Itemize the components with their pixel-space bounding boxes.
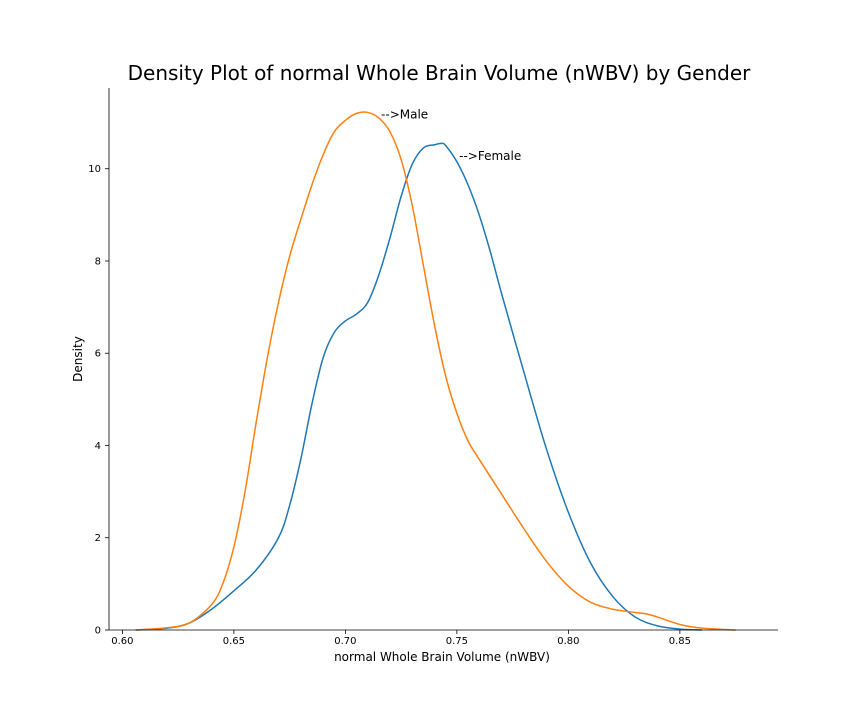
x-tick-label: 0.60	[111, 636, 133, 647]
y-tick-label: 2	[95, 533, 101, 544]
x-tick-label: 0.80	[557, 636, 579, 647]
y-tick-label: 10	[88, 164, 101, 175]
y-ticks: 0 2 4 6 8 10	[88, 164, 109, 637]
y-tick-label: 8	[95, 256, 101, 267]
x-ticks: 0.60 0.65 0.70 0.75 0.80 0.85	[111, 630, 691, 647]
x-tick-label: 0.85	[669, 636, 691, 647]
series-line-0	[135, 142, 703, 631]
annotation-label: -->Female	[459, 149, 521, 163]
x-axis-label: normal Whole Brain Volume (nWBV)	[334, 650, 550, 664]
y-tick-label: 4	[95, 441, 101, 452]
series-line-1	[135, 111, 736, 631]
y-tick-label: 0	[95, 626, 101, 637]
annotation-layer: -->Male -->Female	[381, 107, 521, 163]
x-tick-label: 0.70	[334, 636, 356, 647]
chart-title: Density Plot of normal Whole Brain Volum…	[128, 61, 752, 85]
y-tick-label: 6	[95, 349, 101, 360]
y-axis-label: Density	[71, 336, 85, 382]
x-tick-label: 0.75	[446, 636, 468, 647]
annotation-label: -->Male	[381, 107, 428, 121]
x-tick-label: 0.65	[223, 636, 245, 647]
series-layer	[135, 111, 736, 631]
